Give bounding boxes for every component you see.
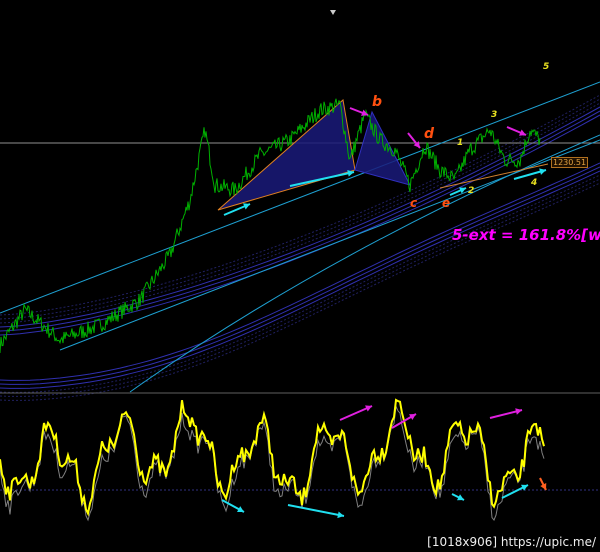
envelope-band-upper	[0, 106, 600, 328]
arrow-cyan-head	[521, 484, 528, 491]
arrow-cyan-head	[237, 506, 244, 513]
wave-label-2: 2	[468, 186, 475, 196]
envelope-band-upper	[0, 94, 600, 316]
envelope-band-upper	[0, 110, 600, 332]
arrow-magenta-head	[515, 408, 522, 415]
fib-extension-annotation: 5-ext = 161.8%[w	[452, 226, 600, 244]
arrow-magenta-head	[365, 405, 372, 412]
price-line	[0, 98, 541, 354]
top-marker-icon	[330, 10, 336, 15]
arrow-cyan-head	[539, 168, 546, 175]
arrow-cyan-head	[459, 187, 466, 194]
oscillator-signal-line	[0, 404, 545, 522]
arrow-cyan	[287, 504, 345, 517]
channel-line-upper	[0, 81, 600, 314]
pattern-label-c: c	[410, 196, 418, 210]
arrow-magenta-head	[361, 109, 368, 116]
arrow-magenta-head	[413, 141, 420, 148]
envelope-band-lower	[0, 182, 600, 401]
pattern-label-e: e	[442, 196, 451, 210]
wave-label-4: 4	[531, 178, 538, 188]
harmonic-pattern-bcd	[354, 110, 411, 186]
arrow-cyan-head	[243, 203, 250, 210]
oscillator-line	[0, 398, 545, 517]
pattern-label-b: b	[372, 94, 383, 110]
arrow-cyan-head	[347, 170, 354, 177]
envelope-band-lower	[0, 170, 600, 389]
wave-label-3: 3	[491, 110, 498, 120]
wave-label-5: 5	[543, 62, 550, 72]
arrow-magenta-head	[519, 129, 526, 136]
arrow-orange-head	[540, 483, 547, 490]
harmonic-pattern-xab	[217, 99, 356, 211]
envelope-band-upper	[0, 98, 600, 320]
watermark: [1018x906] https://upic.me/	[427, 535, 596, 549]
support-line	[439, 163, 549, 189]
arrow-magenta-head	[409, 414, 416, 420]
arrow-cyan-head	[457, 494, 464, 501]
envelope-band-lower	[0, 174, 600, 393]
envelope-band-lower	[0, 162, 600, 381]
envelope-band-upper	[0, 102, 600, 324]
last-price-label: 1230.51	[551, 157, 589, 168]
arrow-cyan	[289, 171, 355, 187]
wave-label-1: 1	[457, 138, 464, 148]
envelope-band-lower	[0, 166, 600, 385]
pattern-label-d: d	[424, 126, 435, 142]
channel-line-lower	[129, 134, 600, 393]
arrow-cyan-head	[337, 511, 344, 519]
envelope-band-lower	[0, 178, 600, 397]
